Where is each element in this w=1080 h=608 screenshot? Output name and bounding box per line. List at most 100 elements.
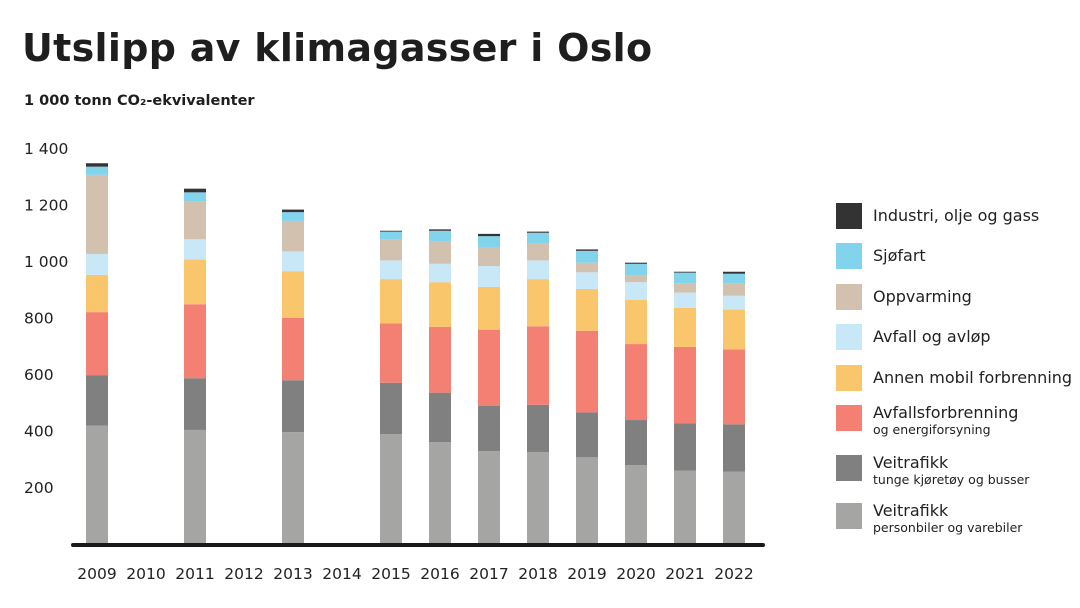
legend-item: Sjøfart [836, 243, 926, 269]
x-tick-label: 2009 [77, 565, 116, 583]
legend-swatch [836, 365, 862, 391]
legend-name: Avfallsforbrenning [873, 403, 1019, 422]
bar-segment-2016-series-3 [429, 282, 451, 327]
y-tick-label: 200 [24, 479, 54, 497]
bar-segment-2020-series-5 [625, 275, 647, 283]
bar-segment-2011-series-2 [184, 304, 206, 379]
legend-label: Veitrafikk personbiler og varebiler [873, 501, 1022, 535]
bar-segment-2015-series-1 [380, 382, 402, 435]
bar-segment-2011-series-7 [184, 188, 206, 193]
legend-swatch [836, 405, 862, 431]
bar-segment-2021-series-4 [674, 292, 696, 308]
bar-segment-2017-series-1 [478, 405, 500, 452]
bar-segment-2009-series-5 [86, 174, 108, 254]
chart-title: Utslipp av klimagasser i Oslo [22, 26, 653, 70]
bar-segment-2019-series-4 [576, 272, 598, 289]
bar-segment-2011-series-4 [184, 239, 206, 260]
bar-segment-2020-series-6 [625, 263, 647, 276]
bar-segment-2017-series-0 [478, 451, 500, 544]
x-tick-label: 2021 [665, 565, 704, 583]
bar-segment-2017-series-2 [478, 329, 500, 406]
bar-segment-2013-series-3 [282, 271, 304, 318]
legend-item: Avfallsforbrenning og energiforsyning [836, 403, 1019, 437]
legend-name: Veitrafikk [873, 501, 949, 520]
bar-segment-2018-series-1 [527, 404, 549, 452]
bar-segment-2016-series-5 [429, 241, 451, 264]
legend-item: Oppvarming [836, 284, 972, 310]
bar-segment-2021-series-0 [674, 470, 696, 544]
bar-segment-2021-series-5 [674, 283, 696, 293]
bar-segment-2016-series-0 [429, 442, 451, 544]
x-tick-label: 2011 [175, 565, 214, 583]
bar-segment-2019-series-1 [576, 412, 598, 458]
bar-segment-2017-series-4 [478, 266, 500, 287]
legend-swatch [836, 243, 862, 269]
legend-item: Annen mobil forbrenning [836, 365, 1072, 391]
bar-segment-2009-series-2 [86, 312, 108, 376]
bar-segment-2009-series-4 [86, 253, 108, 275]
legend-label: Avfall og avløp [873, 327, 991, 346]
bar-segment-2011-series-1 [184, 378, 206, 430]
bar-segment-2018-series-5 [527, 243, 549, 261]
bar-segment-2017-series-3 [478, 286, 500, 330]
bar-segment-2015-series-2 [380, 323, 402, 383]
legend-swatch [836, 203, 862, 229]
y-axis-unit-label: 1 000 tonn CO₂-ekvivalenter [24, 93, 255, 109]
bar-segment-2019-series-7 [576, 249, 598, 251]
legend-swatch [836, 324, 862, 350]
x-tick-label: 2022 [714, 565, 753, 583]
bar-segment-2013-series-4 [282, 251, 304, 272]
x-tick-label: 2012 [224, 565, 263, 583]
bar-segment-2019-series-6 [576, 250, 598, 263]
bar-segment-2022-series-7 [723, 271, 745, 274]
legend-name: Industri, olje og gass [873, 206, 1040, 225]
bar-segment-2009-series-1 [86, 375, 108, 426]
bar-segment-2016-series-2 [429, 326, 451, 393]
x-tick-label: 2020 [616, 565, 655, 583]
bar-segment-2015-series-5 [380, 239, 402, 261]
x-tick-label: 2010 [126, 565, 165, 583]
y-tick-label: 600 [24, 366, 54, 384]
x-tick-label: 2013 [273, 565, 312, 583]
bar-segment-2020-series-7 [625, 262, 647, 264]
bar-segment-2020-series-4 [625, 282, 647, 300]
legend-label: Annen mobil forbrenning [873, 368, 1072, 387]
legend-label: Oppvarming [873, 287, 972, 306]
y-tick-label: 1 400 [24, 140, 68, 158]
x-tick-label: 2019 [567, 565, 606, 583]
x-tick-label: 2015 [371, 565, 410, 583]
legend-item: Industri, olje og gass [836, 203, 1039, 229]
bar-segment-2022-series-0 [723, 471, 745, 544]
bar-segment-2021-series-3 [674, 307, 696, 347]
bar-segment-2019-series-2 [576, 330, 598, 413]
bar-segment-2013-series-7 [282, 209, 304, 213]
bar-segment-2021-series-7 [674, 271, 696, 273]
bar-segment-2013-series-0 [282, 432, 304, 544]
legend-swatch [836, 455, 862, 481]
bar-segment-2011-series-6 [184, 192, 206, 202]
bar-segment-2011-series-5 [184, 201, 206, 240]
bar-segment-2015-series-4 [380, 260, 402, 280]
bar-segment-2011-series-3 [184, 259, 206, 305]
bar-segment-2022-series-4 [723, 295, 745, 310]
bar-segment-2009-series-7 [86, 163, 108, 167]
bar-segment-2019-series-0 [576, 457, 598, 544]
bar-segment-2013-series-6 [282, 212, 304, 221]
legend-swatch [836, 284, 862, 310]
bar-segment-2016-series-7 [429, 229, 451, 231]
bar-segment-2022-series-6 [723, 273, 745, 284]
bar-segment-2021-series-2 [674, 346, 696, 424]
x-tick-label: 2017 [469, 565, 508, 583]
bar-segment-2020-series-0 [625, 465, 647, 544]
bar-segment-2018-series-3 [527, 279, 549, 327]
bar-segment-2018-series-4 [527, 260, 549, 280]
x-tick-label: 2014 [322, 565, 361, 583]
bar-segment-2019-series-5 [576, 262, 598, 273]
bar-segment-2022-series-5 [723, 283, 745, 296]
legend-name: Veitrafikk [873, 453, 949, 472]
y-tick-label: 800 [24, 310, 54, 328]
legend-subtitle: og energiforsyning [873, 422, 991, 437]
y-tick-label: 1 000 [24, 253, 68, 271]
